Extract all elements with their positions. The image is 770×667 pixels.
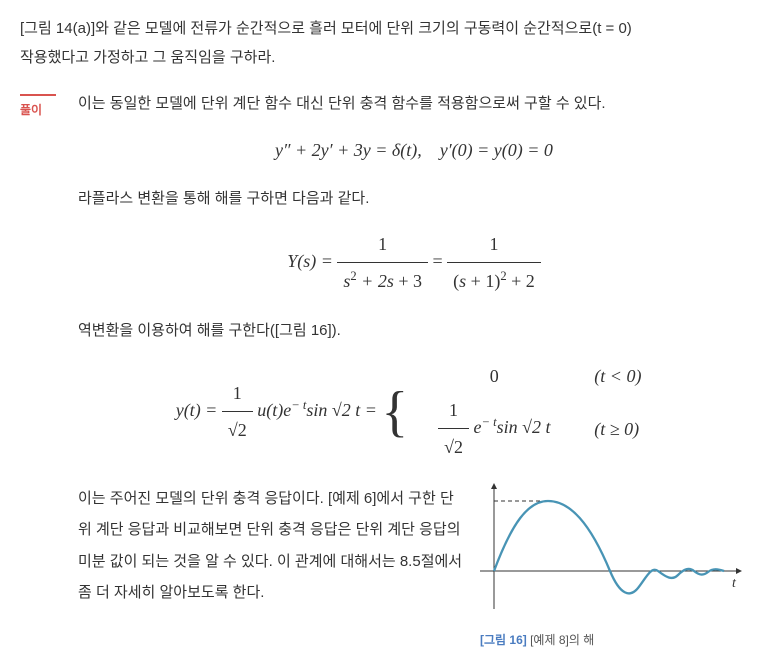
caption-bold: [그림 16] <box>480 633 527 647</box>
eq2-mid: = <box>433 251 448 271</box>
eq2-Y: Y(s) = <box>287 251 337 271</box>
brace-icon: { <box>381 384 408 440</box>
impulse-response-chart: t [그림 16] [예제 8]의 해 <box>480 483 750 652</box>
eq2-frac1: 1 s2 + 2s + 3 <box>337 227 428 298</box>
pw-row-2: 1 √2 e− tsin √2 t (t ≥ 0) <box>414 393 652 464</box>
paragraph-1: 이는 동일한 모델에 단위 계단 함수 대신 단위 충격 함수를 적용함으로써 … <box>78 90 750 119</box>
caption-rest: [예제 8]의 해 <box>527 633 595 647</box>
chart-svg: t <box>480 483 742 615</box>
intro-line1: [그림 14(a)]와 같은 모델에 전류가 순간적으로 흘러 모터에 단위 크… <box>20 20 632 37</box>
bottom-row: 이는 주어진 모델의 단위 충격 응답이다. [예제 6]에서 구한 단위 계단… <box>78 483 750 652</box>
eq2-frac1-den: s2 + 2s + 3 <box>337 263 428 298</box>
solution-label-column: 풀이 <box>20 90 78 122</box>
equation-1: y″ + 2y′ + 3y = δ(t), y′(0) = y(0) = 0 <box>78 133 750 167</box>
solution-label: 풀이 <box>20 99 78 122</box>
paragraph-3: 역변환을 이용하여 해를 구한다([그림 16]). <box>78 317 750 346</box>
eq3-coef: 1 √2 <box>222 376 253 447</box>
chart-caption: [그림 16] [예제 8]의 해 <box>480 629 750 652</box>
solution-content: 이는 동일한 모델에 단위 계단 함수 대신 단위 충격 함수를 적용함으로써 … <box>78 90 750 652</box>
eq2-frac2-num: 1 <box>447 227 541 263</box>
equation-3: y(t) = 1 √2 u(t)e− tsin √2 t = { 0 (t < … <box>78 359 750 465</box>
paragraph-2: 라플라스 변환을 통해 해를 구하면 다음과 같다. <box>78 185 750 214</box>
eq2-frac2: 1 (s + 1)2 + 2 <box>447 227 541 298</box>
equation-2: Y(s) = 1 s2 + 2s + 3 = 1 (s + 1)2 + 2 <box>78 227 750 298</box>
paragraph-4: 이는 주어진 모델의 단위 충격 응답이다. [예제 6]에서 구한 단위 계단… <box>78 483 466 609</box>
eq1-rhs: y′(0) = y(0) = 0 <box>440 140 553 160</box>
solution-body: 풀이 이는 동일한 모델에 단위 계단 함수 대신 단위 충격 함수를 적용함으… <box>20 90 750 652</box>
eq3-lhs: y(t) = <box>176 400 222 420</box>
intro-paragraph: [그림 14(a)]와 같은 모델에 전류가 순간적으로 흘러 모터에 단위 크… <box>20 15 750 72</box>
pw-row-1: 0 (t < 0) <box>414 359 652 393</box>
eq1-lhs: y″ + 2y′ + 3y = δ(t), <box>275 140 422 160</box>
svg-text:t: t <box>732 576 737 591</box>
eq3-piecewise: { 0 (t < 0) 1 √2 e− tsin √2 t <box>381 359 652 465</box>
eq2-frac1-num: 1 <box>337 227 428 263</box>
eq2-frac2-den: (s + 1)2 + 2 <box>447 263 541 298</box>
intro-line2: 작용했다고 가정하고 그 움직임을 구하라. <box>20 49 275 66</box>
solution-label-rule <box>20 94 56 96</box>
